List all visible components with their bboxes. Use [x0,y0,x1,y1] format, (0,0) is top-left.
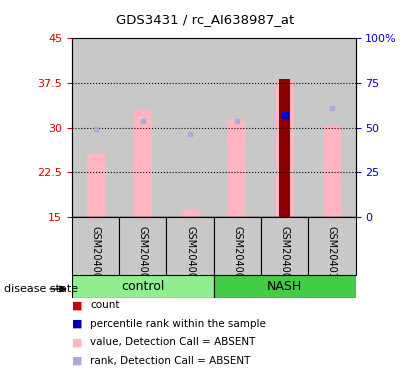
Text: ■: ■ [72,319,83,329]
Bar [323,126,341,217]
Text: GSM204003: GSM204003 [185,226,195,285]
Bar [119,38,166,217]
FancyBboxPatch shape [72,217,119,275]
Text: GDS3431 / rc_AI638987_at: GDS3431 / rc_AI638987_at [116,13,295,26]
Text: ■: ■ [72,300,83,310]
Bar [308,38,356,217]
Bar [279,79,290,217]
FancyBboxPatch shape [119,217,166,275]
Text: GSM204004: GSM204004 [232,226,242,285]
Bar [261,38,308,217]
FancyBboxPatch shape [214,217,261,275]
Text: NASH: NASH [267,280,302,293]
Point [281,111,288,118]
FancyBboxPatch shape [308,217,356,275]
Point [187,131,193,137]
Bar [134,110,152,217]
Bar [87,154,104,217]
Bar [276,79,293,217]
Point [328,105,335,111]
Text: percentile rank within the sample: percentile rank within the sample [90,319,266,329]
Point [234,118,241,124]
Text: count: count [90,300,120,310]
Text: value, Detection Call = ABSENT: value, Detection Call = ABSENT [90,337,256,347]
FancyBboxPatch shape [261,217,308,275]
Text: disease state: disease state [4,284,78,294]
Bar [181,210,199,217]
Point [139,118,146,124]
Text: GSM204002: GSM204002 [138,226,148,285]
Bar [214,38,261,217]
Bar [166,38,214,217]
Text: rank, Detection Call = ABSENT: rank, Detection Call = ABSENT [90,356,251,366]
Point [281,111,288,118]
Text: GSM204005: GSM204005 [279,226,290,285]
Point [92,126,99,132]
Text: ■: ■ [72,356,83,366]
Text: ■: ■ [72,337,83,347]
FancyBboxPatch shape [72,275,214,298]
Text: GSM204001: GSM204001 [90,226,101,285]
FancyBboxPatch shape [214,275,356,298]
Text: GSM204017: GSM204017 [327,226,337,285]
Text: control: control [121,280,164,293]
Bar [229,119,246,217]
FancyBboxPatch shape [166,217,214,275]
Bar [72,38,119,217]
